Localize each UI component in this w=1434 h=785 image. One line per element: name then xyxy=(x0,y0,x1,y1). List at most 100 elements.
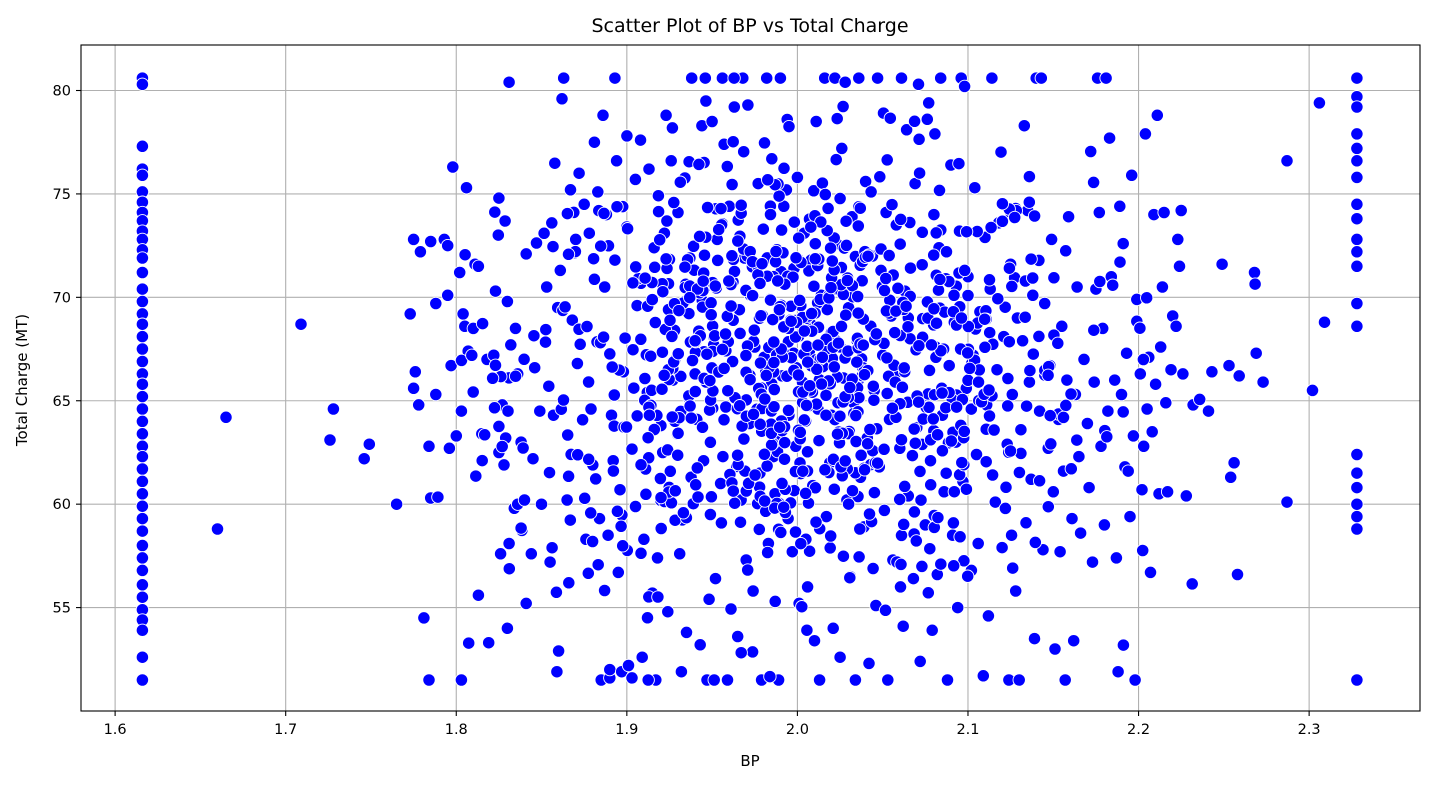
scatter-point xyxy=(1097,518,1112,532)
scatter-point xyxy=(978,340,992,354)
scatter-point xyxy=(686,239,701,253)
x-axis-label: BP xyxy=(740,752,759,770)
scatter-point xyxy=(458,248,472,262)
scatter-point xyxy=(539,322,553,337)
scatter-point xyxy=(654,490,668,505)
scatter-point xyxy=(1350,127,1364,141)
scatter-point xyxy=(894,433,909,447)
scatter-point xyxy=(835,141,849,156)
scatter-point xyxy=(582,452,596,466)
scatter-point xyxy=(789,251,803,265)
scatter-point xyxy=(741,98,755,112)
scatter-point xyxy=(1027,631,1042,646)
scatter-point xyxy=(849,434,863,449)
scatter-point xyxy=(891,281,905,295)
scatter-point xyxy=(1060,373,1074,387)
scatter-point xyxy=(843,380,857,395)
scatter-point xyxy=(747,323,761,337)
scatter-point xyxy=(135,499,150,513)
scatter-point xyxy=(1247,265,1262,280)
scatter-point xyxy=(362,437,376,451)
scatter-point xyxy=(707,673,721,687)
scatter-point xyxy=(135,282,150,296)
scatter-point xyxy=(998,501,1013,516)
scatter-point xyxy=(703,507,718,522)
scatter-point xyxy=(818,187,832,202)
scatter-point xyxy=(850,355,864,369)
scatter-point xyxy=(597,206,611,221)
scatter-point xyxy=(930,428,945,442)
scatter-point xyxy=(758,494,772,508)
scatter-point xyxy=(695,420,710,434)
scatter-point xyxy=(895,380,910,394)
scatter-point xyxy=(135,354,150,369)
scatter-point xyxy=(978,312,992,326)
scatter-point xyxy=(633,133,648,147)
scatter-point xyxy=(867,485,882,500)
scatter-point xyxy=(704,308,718,322)
scatter-point xyxy=(853,522,867,536)
scatter-point xyxy=(578,491,592,505)
scatter-point xyxy=(580,319,594,334)
scatter-point xyxy=(1164,363,1178,377)
scatter-point xyxy=(913,464,927,479)
scatter-point xyxy=(1001,371,1015,386)
scatter-point xyxy=(893,237,907,251)
scatter-point xyxy=(727,100,741,114)
scatter-point xyxy=(807,279,821,293)
scatter-point xyxy=(775,476,789,491)
scatter-point xyxy=(403,307,417,321)
scatter-point xyxy=(1350,319,1364,333)
scatter-point xyxy=(907,114,922,128)
scatter-point xyxy=(713,476,728,491)
scatter-point xyxy=(1008,210,1022,225)
scatter-point xyxy=(651,189,666,203)
scatter-point xyxy=(961,288,975,303)
scatter-point xyxy=(1026,288,1040,302)
scatter-point xyxy=(135,673,150,687)
scatter-point xyxy=(798,486,813,501)
scatter-point xyxy=(869,327,884,341)
scatter-point xyxy=(823,541,837,555)
scatter-point xyxy=(756,222,770,236)
x-tick-label: 1.6 xyxy=(104,722,127,738)
scatter-point xyxy=(519,596,533,611)
scatter-point xyxy=(767,355,781,370)
y-axis-ticks: 55 60 65 70 75 80 xyxy=(53,84,81,617)
scatter-point xyxy=(1140,291,1154,305)
scatter-point xyxy=(488,358,503,372)
scatter-point xyxy=(550,665,564,679)
scatter-point xyxy=(712,222,726,237)
scatter-point xyxy=(1003,444,1018,458)
scatter-point xyxy=(1201,404,1216,418)
scatter-point xyxy=(921,586,935,600)
scatter-point xyxy=(671,426,685,440)
scatter-point xyxy=(1027,209,1042,223)
scatter-point xyxy=(734,646,748,660)
scatter-point xyxy=(1056,410,1071,425)
scatter-point xyxy=(697,248,712,262)
x-tick-label: 2.1 xyxy=(956,722,979,738)
scatter-point xyxy=(752,522,766,537)
scatter-point xyxy=(1015,334,1030,348)
scatter-point xyxy=(982,273,997,287)
scatter-point xyxy=(1350,673,1364,687)
scatter-point xyxy=(135,623,150,637)
scatter-point xyxy=(728,496,742,510)
scatter-point xyxy=(563,183,578,197)
scatter-point xyxy=(867,393,881,407)
scatter-point xyxy=(821,201,835,216)
scatter-point xyxy=(1044,232,1059,247)
scatter-point xyxy=(761,173,775,187)
scatter-point xyxy=(981,609,996,623)
scatter-point xyxy=(1174,203,1188,218)
scatter-point xyxy=(1001,399,1015,413)
scatter-point xyxy=(726,135,740,149)
scatter-point xyxy=(864,185,878,199)
scatter-point xyxy=(800,623,814,637)
scatter-point xyxy=(1249,346,1263,360)
scatter-point xyxy=(651,204,666,219)
scatter-point xyxy=(831,336,846,350)
scatter-point xyxy=(1123,509,1137,524)
scatter-point xyxy=(906,571,921,586)
